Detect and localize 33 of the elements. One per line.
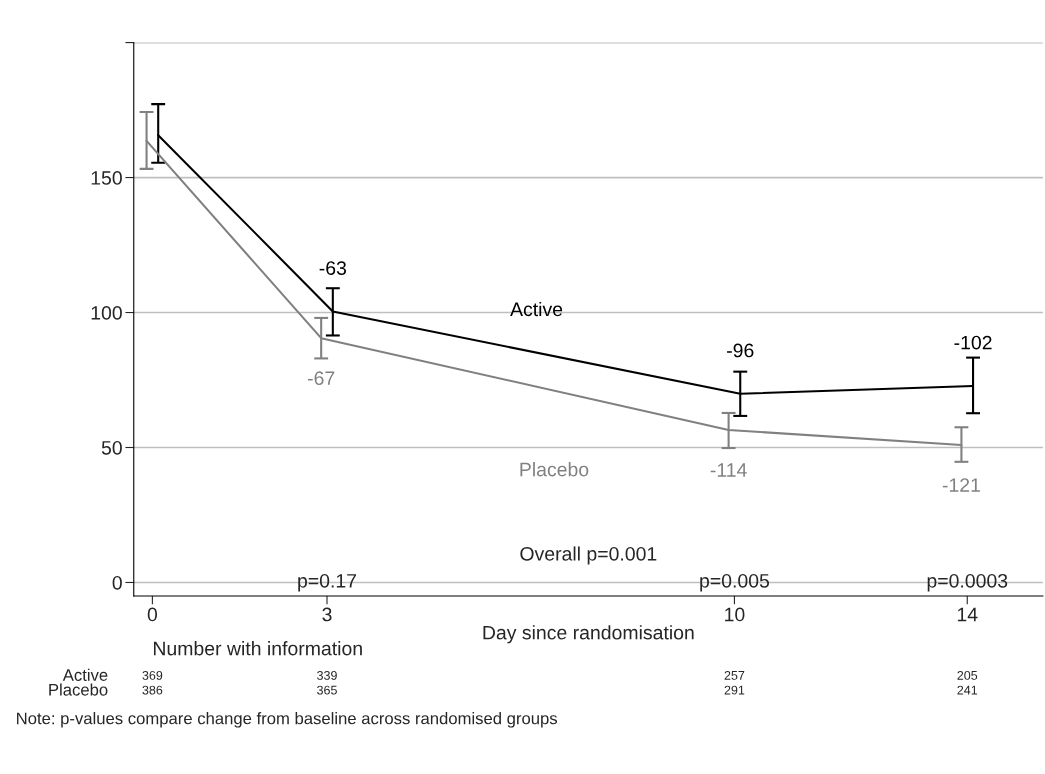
text: Placebo (520, 462, 589, 477)
text: 365 (317, 685, 337, 695)
text: Active (62, 668, 108, 681)
x-axis-title: Day since randomisation (483, 625, 694, 644)
x-tick-label: 14 (957, 607, 978, 622)
annotation: -114 (710, 463, 747, 477)
annotation: p=0.17 (298, 573, 357, 592)
annotation: -102 (954, 335, 992, 350)
x-tick-label: 3 (322, 607, 332, 622)
text: 339 (317, 670, 337, 680)
annotation: p=0.0003 (927, 573, 1008, 592)
y-tick-label: 50 (101, 440, 122, 455)
annotation: Overall p=0.001 (520, 546, 657, 565)
text: 257 (724, 670, 745, 680)
text: 386 (142, 685, 163, 695)
series-label: Active (510, 301, 563, 317)
y-tick-label: 0 (112, 575, 122, 590)
y-tick-label: 150 (91, 171, 122, 185)
annotation: p=0.005 (700, 573, 770, 592)
annotation: -96 (727, 343, 754, 358)
text: 241 (957, 685, 978, 695)
text: Placebo (49, 683, 108, 696)
annotation: -67 (307, 371, 335, 386)
x-tick-label: 10 (725, 607, 745, 622)
x-tick-label: 0 (147, 607, 158, 622)
annotation: -63 (319, 261, 347, 275)
text: Number with information (153, 641, 362, 656)
text: 205 (957, 670, 978, 680)
text: 291 (724, 685, 745, 695)
annotation: -121 (942, 478, 980, 492)
text: 369 (142, 670, 163, 680)
text: Note: p-values compare change from baseline across randomised groups (17, 712, 558, 728)
y-tick-label: 100 (91, 305, 122, 320)
